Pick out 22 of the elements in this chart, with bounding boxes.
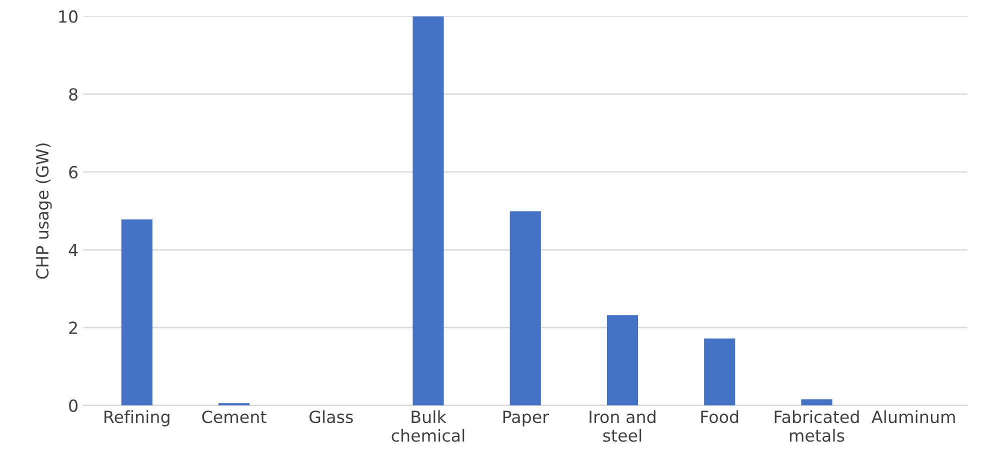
x-tick-label: Aluminum	[872, 410, 955, 424]
bar	[801, 399, 832, 406]
bar	[412, 16, 444, 406]
bar	[606, 315, 638, 406]
x-tick-label: Iron and steel	[590, 410, 656, 442]
x-tick-label: Fabricated metals	[774, 410, 859, 442]
y-tick-label: 0	[69, 399, 78, 412]
bar	[510, 211, 541, 406]
y-tick-label: 10	[59, 10, 78, 23]
x-tick-label: Cement	[202, 410, 266, 424]
y-tick-label: 6	[69, 166, 78, 179]
bar	[704, 338, 736, 406]
x-tick-label: Paper	[503, 410, 549, 426]
x-tick-label: Food	[701, 410, 738, 424]
bar	[121, 219, 152, 406]
y-tick-label: 2	[69, 322, 77, 334]
y-axis-title: CHP usage (GW)	[36, 144, 52, 279]
y-tick-label: 4	[68, 244, 78, 256]
x-tick-label: Refining	[104, 410, 170, 426]
x-tick-label: Bulk chemical	[392, 410, 464, 442]
y-tick-label: 8	[69, 88, 78, 101]
x-tick-label: Glass	[310, 410, 353, 424]
